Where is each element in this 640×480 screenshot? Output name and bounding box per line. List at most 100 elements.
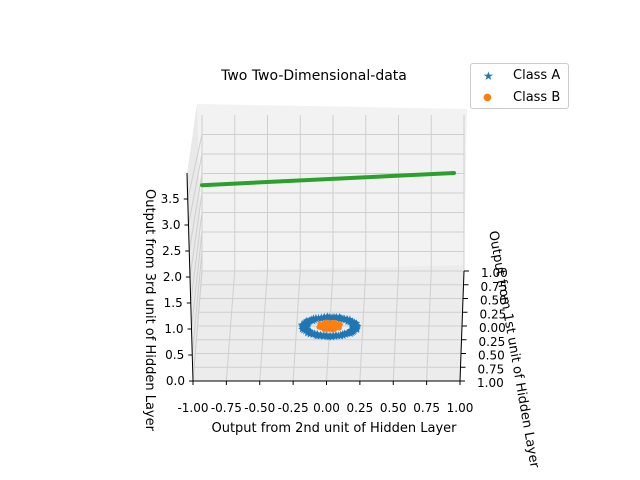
y-tick-label: 0.75	[413, 401, 440, 415]
class-a-point: ★	[329, 313, 338, 324]
class-a-point: ★	[343, 315, 352, 326]
class-a-point: ★	[298, 322, 307, 333]
class-a-point: ★	[308, 328, 317, 339]
x-tick-label: 1.00	[477, 376, 504, 390]
class-b-point	[317, 321, 323, 327]
class-a-point: ★	[299, 320, 308, 331]
z-tick-label: 3.5	[161, 192, 180, 206]
class-a-point: ★	[302, 325, 311, 336]
class-a-point: ★	[339, 330, 348, 341]
class-a-point: ★	[301, 317, 310, 328]
class-a-point: ★	[316, 332, 325, 343]
z-tick-label: 0.0	[166, 374, 185, 388]
class-a-point: ★	[344, 327, 353, 338]
class-a-point: ★	[308, 330, 317, 341]
class-a-point: ★	[297, 320, 306, 331]
tick-labels: -1.00 -0.75 -0.50 -0.25 0.00 0.25 0.50 0.75 1.00…	[161, 192, 508, 415]
class-a-point: ★	[302, 326, 311, 337]
class-a-point: ★	[339, 331, 348, 342]
class-a-point: ★	[309, 315, 318, 326]
class-a-point: ★	[306, 316, 315, 327]
class-a-point: ★	[308, 315, 317, 326]
y-tick-label: 1.00	[447, 401, 474, 415]
class-a-point: ★	[302, 318, 311, 329]
chart-title: Two Two-Dimensional-data	[220, 68, 407, 84]
class-a-point: ★	[298, 324, 307, 335]
class-a-point: ★	[326, 331, 335, 342]
class-a-point: ★	[313, 329, 322, 340]
class-a-point: ★	[347, 318, 356, 329]
class-a-point: ★	[301, 327, 310, 338]
grid-line	[188, 173, 203, 252]
class-a-point: ★	[340, 328, 349, 339]
class-a-point: ★	[352, 325, 361, 336]
class-a-point: ★	[319, 314, 328, 325]
class-a-point: ★	[302, 319, 311, 330]
class-a-point: ★	[305, 316, 314, 327]
class-a-point: ★	[352, 318, 361, 329]
class-a-point: ★	[341, 330, 350, 341]
class-a-point: ★	[341, 329, 350, 340]
class-a-point: ★	[348, 323, 357, 334]
class-a-point: ★	[346, 316, 355, 327]
class-a-point: ★	[325, 312, 334, 323]
class-a-point: ★	[322, 313, 331, 324]
class-a-point: ★	[350, 322, 359, 333]
x-tick-label: 0.25	[479, 335, 506, 349]
class-a-point: ★	[347, 320, 356, 331]
x-tick-label: 0.75	[478, 362, 505, 376]
y-tick-label: -0.50	[244, 401, 275, 415]
class-a-point: ★	[336, 331, 345, 342]
class-a-point: ★	[351, 321, 360, 332]
y-tick-label: 0.25	[347, 401, 374, 415]
class-a-point: ★	[305, 327, 314, 338]
class-a-point: ★	[320, 312, 329, 323]
class-a-point: ★	[338, 329, 347, 340]
legend: ★ Class A ● Class B	[470, 63, 569, 109]
z-tick-label: 2.0	[163, 270, 182, 284]
separating-plane-line	[200, 171, 456, 188]
z-tick-label: 1.0	[164, 322, 183, 336]
class-a-point: ★	[311, 313, 320, 324]
class-a-point: ★	[326, 314, 335, 325]
class-a-point: ★	[301, 324, 310, 335]
class-a-point: ★	[319, 313, 328, 324]
class-a-point: ★	[297, 321, 306, 332]
class-a-point: ★	[299, 319, 308, 330]
class-a-point: ★	[347, 327, 356, 338]
class-a-point: ★	[345, 315, 354, 326]
x-tick-label: 0.25	[480, 307, 507, 321]
class-a-point: ★	[314, 314, 323, 325]
y-tick-label: -0.75	[211, 401, 242, 415]
class-a-point: ★	[299, 326, 308, 337]
class-a-point: ★	[303, 317, 312, 328]
class-a-point: ★	[349, 318, 358, 329]
class-a-point: ★	[303, 323, 312, 334]
class-a-point: ★	[343, 329, 352, 340]
class-a-point: ★	[331, 331, 340, 342]
class-a-point: ★	[343, 328, 352, 339]
class-a-point: ★	[319, 332, 328, 343]
class-a-point: ★	[303, 329, 312, 340]
class-a-point: ★	[304, 319, 313, 330]
class-a-point: ★	[335, 312, 344, 323]
z-tick-label: 2.5	[162, 244, 181, 258]
class-a-point: ★	[333, 313, 342, 324]
class-a-point: ★	[332, 314, 341, 325]
class-a-point: ★	[340, 314, 349, 325]
class-a-point: ★	[305, 328, 314, 339]
y-tick-label: -1.00	[177, 401, 208, 415]
class-a-point: ★	[336, 313, 345, 324]
y-tick-label: -0.25	[278, 401, 309, 415]
class-a-point: ★	[325, 332, 334, 343]
class-a-point: ★	[308, 329, 317, 340]
class-a-point: ★	[345, 328, 354, 339]
class-a-point: ★	[314, 331, 323, 342]
class-a-point: ★	[302, 316, 311, 327]
class-a-point: ★	[306, 329, 315, 340]
grid-line	[191, 231, 203, 330]
class-a-point: ★	[336, 332, 345, 343]
class-a-point: ★	[348, 317, 357, 328]
y-tick-label: 0.50	[380, 401, 407, 415]
class-a-point: ★	[353, 324, 362, 335]
